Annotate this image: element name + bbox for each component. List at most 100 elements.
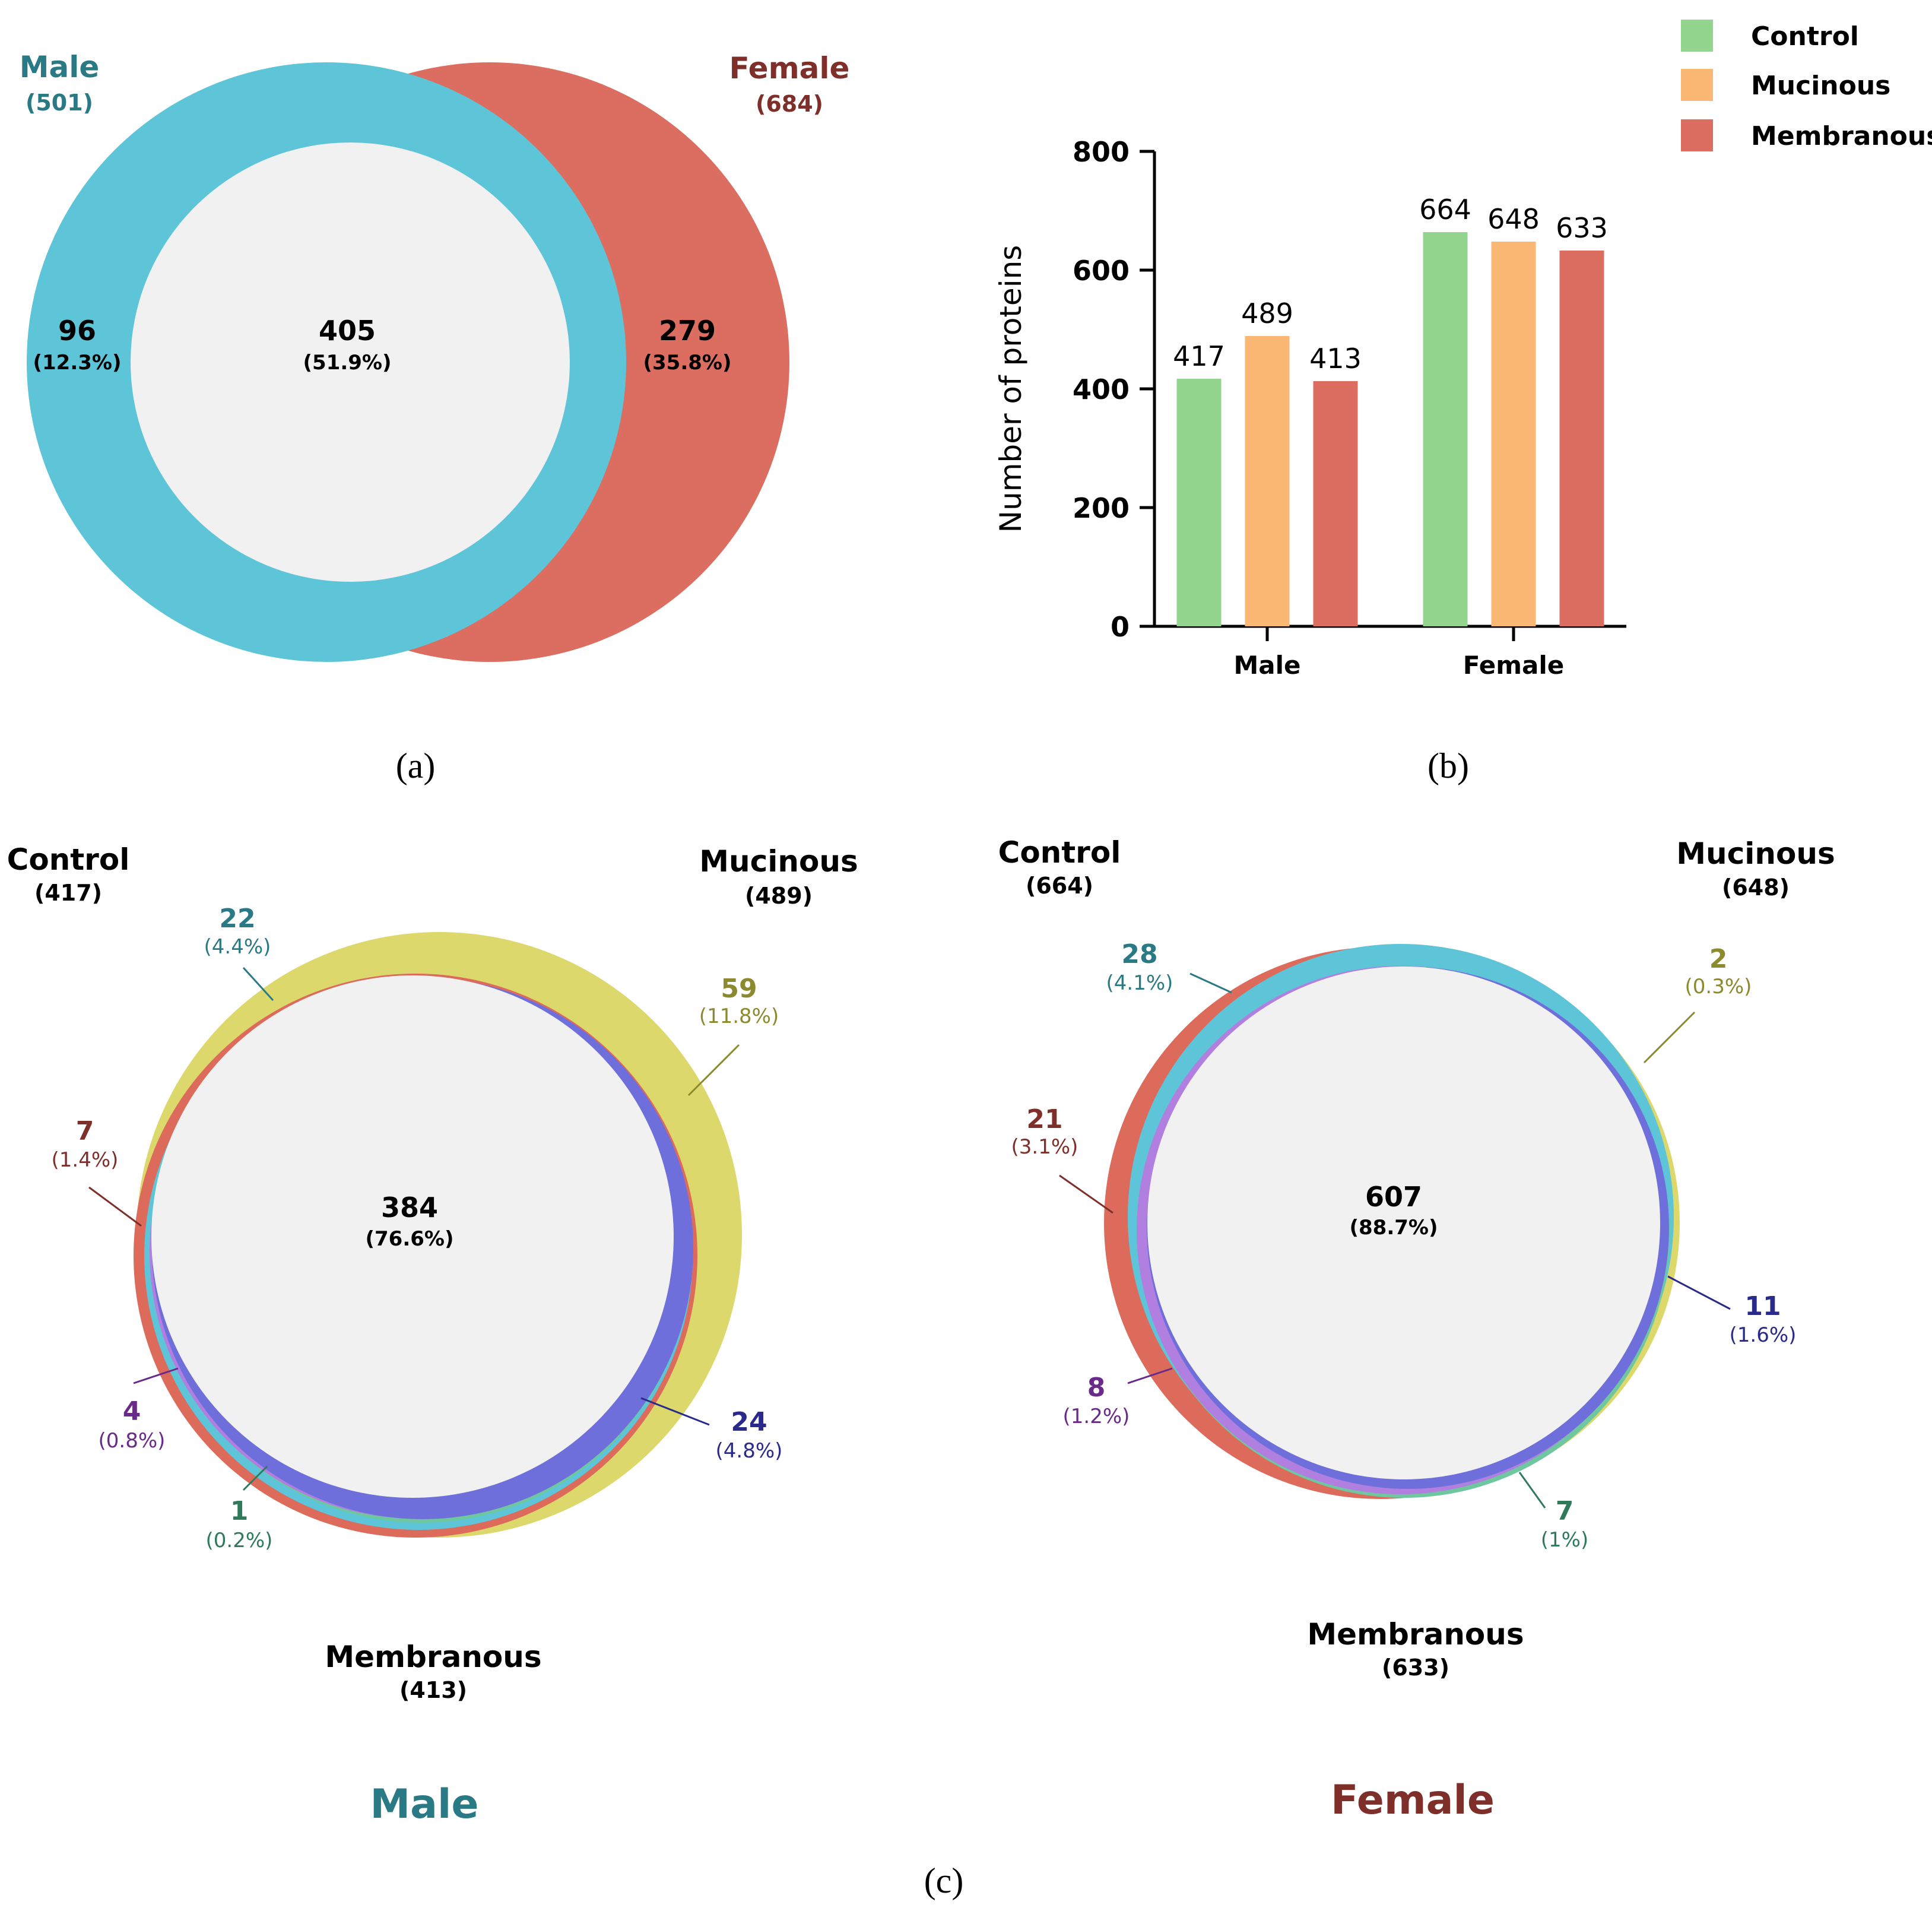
- venn-cm-title: Male: [370, 1781, 479, 1828]
- venn-cf-2-pct: (0.3%): [1685, 975, 1752, 999]
- venn-cf-leader-8: [1127, 1367, 1173, 1384]
- venn-cf-leader-2: [1643, 1011, 1696, 1064]
- venn-cm-22-count: 22: [219, 904, 255, 934]
- bar-membranous-male: [1313, 381, 1358, 626]
- venn-cm-59-pct: (11.8%): [699, 1004, 779, 1028]
- venn-cf-control-label: Control: [998, 835, 1121, 870]
- bar-value-label: 664: [1419, 194, 1471, 226]
- venn-cm-leader-22: [242, 966, 274, 1002]
- venn-cf-leader-7: [1518, 1472, 1546, 1508]
- venn-a-female-label: Female: [729, 51, 850, 85]
- venn-a-female-only-pct: (35.8%): [643, 351, 731, 375]
- bar-mucinous-female: [1491, 242, 1536, 626]
- venn-cm-24-pct: (4.8%): [716, 1439, 783, 1463]
- venn-cm-1-count: 1: [230, 1496, 249, 1526]
- bar-control-male: [1176, 379, 1222, 626]
- venn-cf-mucinous-total: (648): [1722, 874, 1790, 901]
- bar-membranous-female: [1559, 251, 1604, 626]
- venn-cm-all-pct: (76.6%): [365, 1227, 453, 1251]
- venn-cm-intersection: [151, 975, 674, 1498]
- venn-a-female-total: (684): [756, 91, 823, 117]
- bar-control-female: [1423, 232, 1468, 626]
- venn-a-both-count: 405: [319, 315, 376, 347]
- venn-cm-4-pct: (0.8%): [99, 1429, 166, 1453]
- panel-label-b: (b): [1427, 746, 1469, 785]
- bar-value-label: 413: [1309, 343, 1362, 375]
- bar-y-tick-label: 600: [1073, 255, 1130, 287]
- venn-cf-7-pct: (1%): [1541, 1528, 1588, 1552]
- venn-cf-leader-21: [1059, 1174, 1113, 1214]
- venn-a-both-pct: (51.9%): [303, 351, 391, 375]
- panel-c-female-venn: Control (664) Mucinous (648) Membranous …: [998, 835, 1835, 1824]
- panel-a-venn: Male (501) Female (684) 96 (12.3%) 405 (…: [20, 50, 850, 785]
- bar-y-tick-label: 200: [1073, 492, 1130, 524]
- panel-c-male-venn: Control (417) Mucinous (489) Membranous …: [7, 842, 858, 1828]
- venn-cm-mucinous-label: Mucinous: [699, 844, 858, 879]
- venn-cf-membranous-total: (633): [1382, 1655, 1449, 1681]
- venn-cm-control-label: Control: [7, 842, 130, 877]
- venn-cf-all-count: 607: [1365, 1181, 1422, 1213]
- venn-cf-mucinous-label: Mucinous: [1676, 836, 1835, 871]
- venn-cf-intersection: [1147, 966, 1660, 1479]
- venn-a-male-label: Male: [20, 50, 100, 84]
- legend-swatch-mucinous: [1681, 69, 1713, 101]
- venn-a-female-only-count: 279: [659, 315, 716, 347]
- bar-y-tick-label: 400: [1073, 373, 1130, 405]
- bar-x-tick-label: Male: [1233, 651, 1300, 680]
- venn-cf-leader-28: [1189, 972, 1232, 994]
- venn-cm-24-count: 24: [731, 1407, 767, 1437]
- panel-b-bar-chart: 0 200 400 600 800 Male Female 417 489 413 664 648…: [994, 20, 1932, 785]
- bar-value-label: 648: [1487, 203, 1540, 235]
- venn-cm-59-count: 59: [721, 974, 757, 1004]
- venn-cm-leader-1: [242, 1465, 268, 1491]
- venn-cf-all-pct: (88.7%): [1349, 1216, 1438, 1240]
- panel-label-c: (c): [924, 1861, 964, 1900]
- legend-swatch-membranous: [1681, 119, 1713, 151]
- venn-cf-21-pct: (3.1%): [1011, 1135, 1078, 1159]
- venn-a-male-only-count: 96: [58, 315, 96, 347]
- venn-cm-all-count: 384: [381, 1191, 438, 1224]
- venn-cm-leader-4: [133, 1367, 179, 1384]
- legend-label-membranous: Membranous: [1751, 121, 1932, 151]
- venn-cm-1-pct: (0.2%): [206, 1529, 273, 1552]
- legend-label-control: Control: [1751, 21, 1859, 52]
- venn-cm-mucinous-total: (489): [745, 883, 813, 909]
- venn-cm-leader-24: [640, 1397, 710, 1426]
- venn-cf-membranous-label: Membranous: [1307, 1617, 1524, 1652]
- venn-cm-control-total: (417): [34, 880, 102, 906]
- venn-cm-22-pct: (4.4%): [204, 935, 271, 959]
- venn-cf-21-count: 21: [1026, 1104, 1062, 1134]
- venn-cf-8-pct: (1.2%): [1063, 1405, 1130, 1428]
- venn-a-intersection: [131, 142, 570, 582]
- venn-cm-4-count: 4: [123, 1396, 141, 1427]
- venn-cf-leader-11: [1667, 1275, 1731, 1310]
- venn-cf-2-count: 2: [1709, 944, 1728, 974]
- venn-cm-membranous-total: (413): [399, 1677, 467, 1703]
- venn-cm-leader-59: [687, 1044, 740, 1096]
- venn-cf-control-total: (664): [1026, 873, 1093, 899]
- bar-value-label: 417: [1173, 340, 1225, 372]
- venn-cf-11-pct: (1.6%): [1730, 1323, 1797, 1347]
- bar-y-axis-title: Number of proteins: [994, 245, 1028, 533]
- bar-x-tick-label: Female: [1463, 651, 1564, 680]
- venn-a-male-only-pct: (12.3%): [33, 351, 121, 375]
- venn-cf-title: Female: [1331, 1777, 1495, 1824]
- bar-value-label: 489: [1241, 297, 1293, 329]
- venn-cm-membranous-label: Membranous: [325, 1640, 541, 1674]
- venn-cm-leader-7: [88, 1186, 142, 1227]
- bar-y-tick-label: 0: [1111, 611, 1130, 643]
- panel-label-a: (a): [396, 746, 436, 785]
- bar-mucinous-male: [1245, 336, 1290, 626]
- bar-y-tick-label: 800: [1073, 136, 1130, 168]
- legend-label-mucinous: Mucinous: [1751, 71, 1890, 101]
- venn-cm-7-pct: (1.4%): [52, 1148, 119, 1172]
- venn-cf-11-count: 11: [1744, 1291, 1781, 1321]
- venn-cf-8-count: 8: [1087, 1373, 1106, 1403]
- venn-a-male-total: (501): [26, 90, 93, 116]
- venn-cm-7-count: 7: [76, 1116, 94, 1146]
- venn-cf-7-count: 7: [1556, 1496, 1574, 1526]
- bar-value-label: 633: [1556, 212, 1608, 244]
- venn-cf-28-pct: (4.1%): [1106, 971, 1173, 995]
- legend-swatch-control: [1681, 20, 1713, 52]
